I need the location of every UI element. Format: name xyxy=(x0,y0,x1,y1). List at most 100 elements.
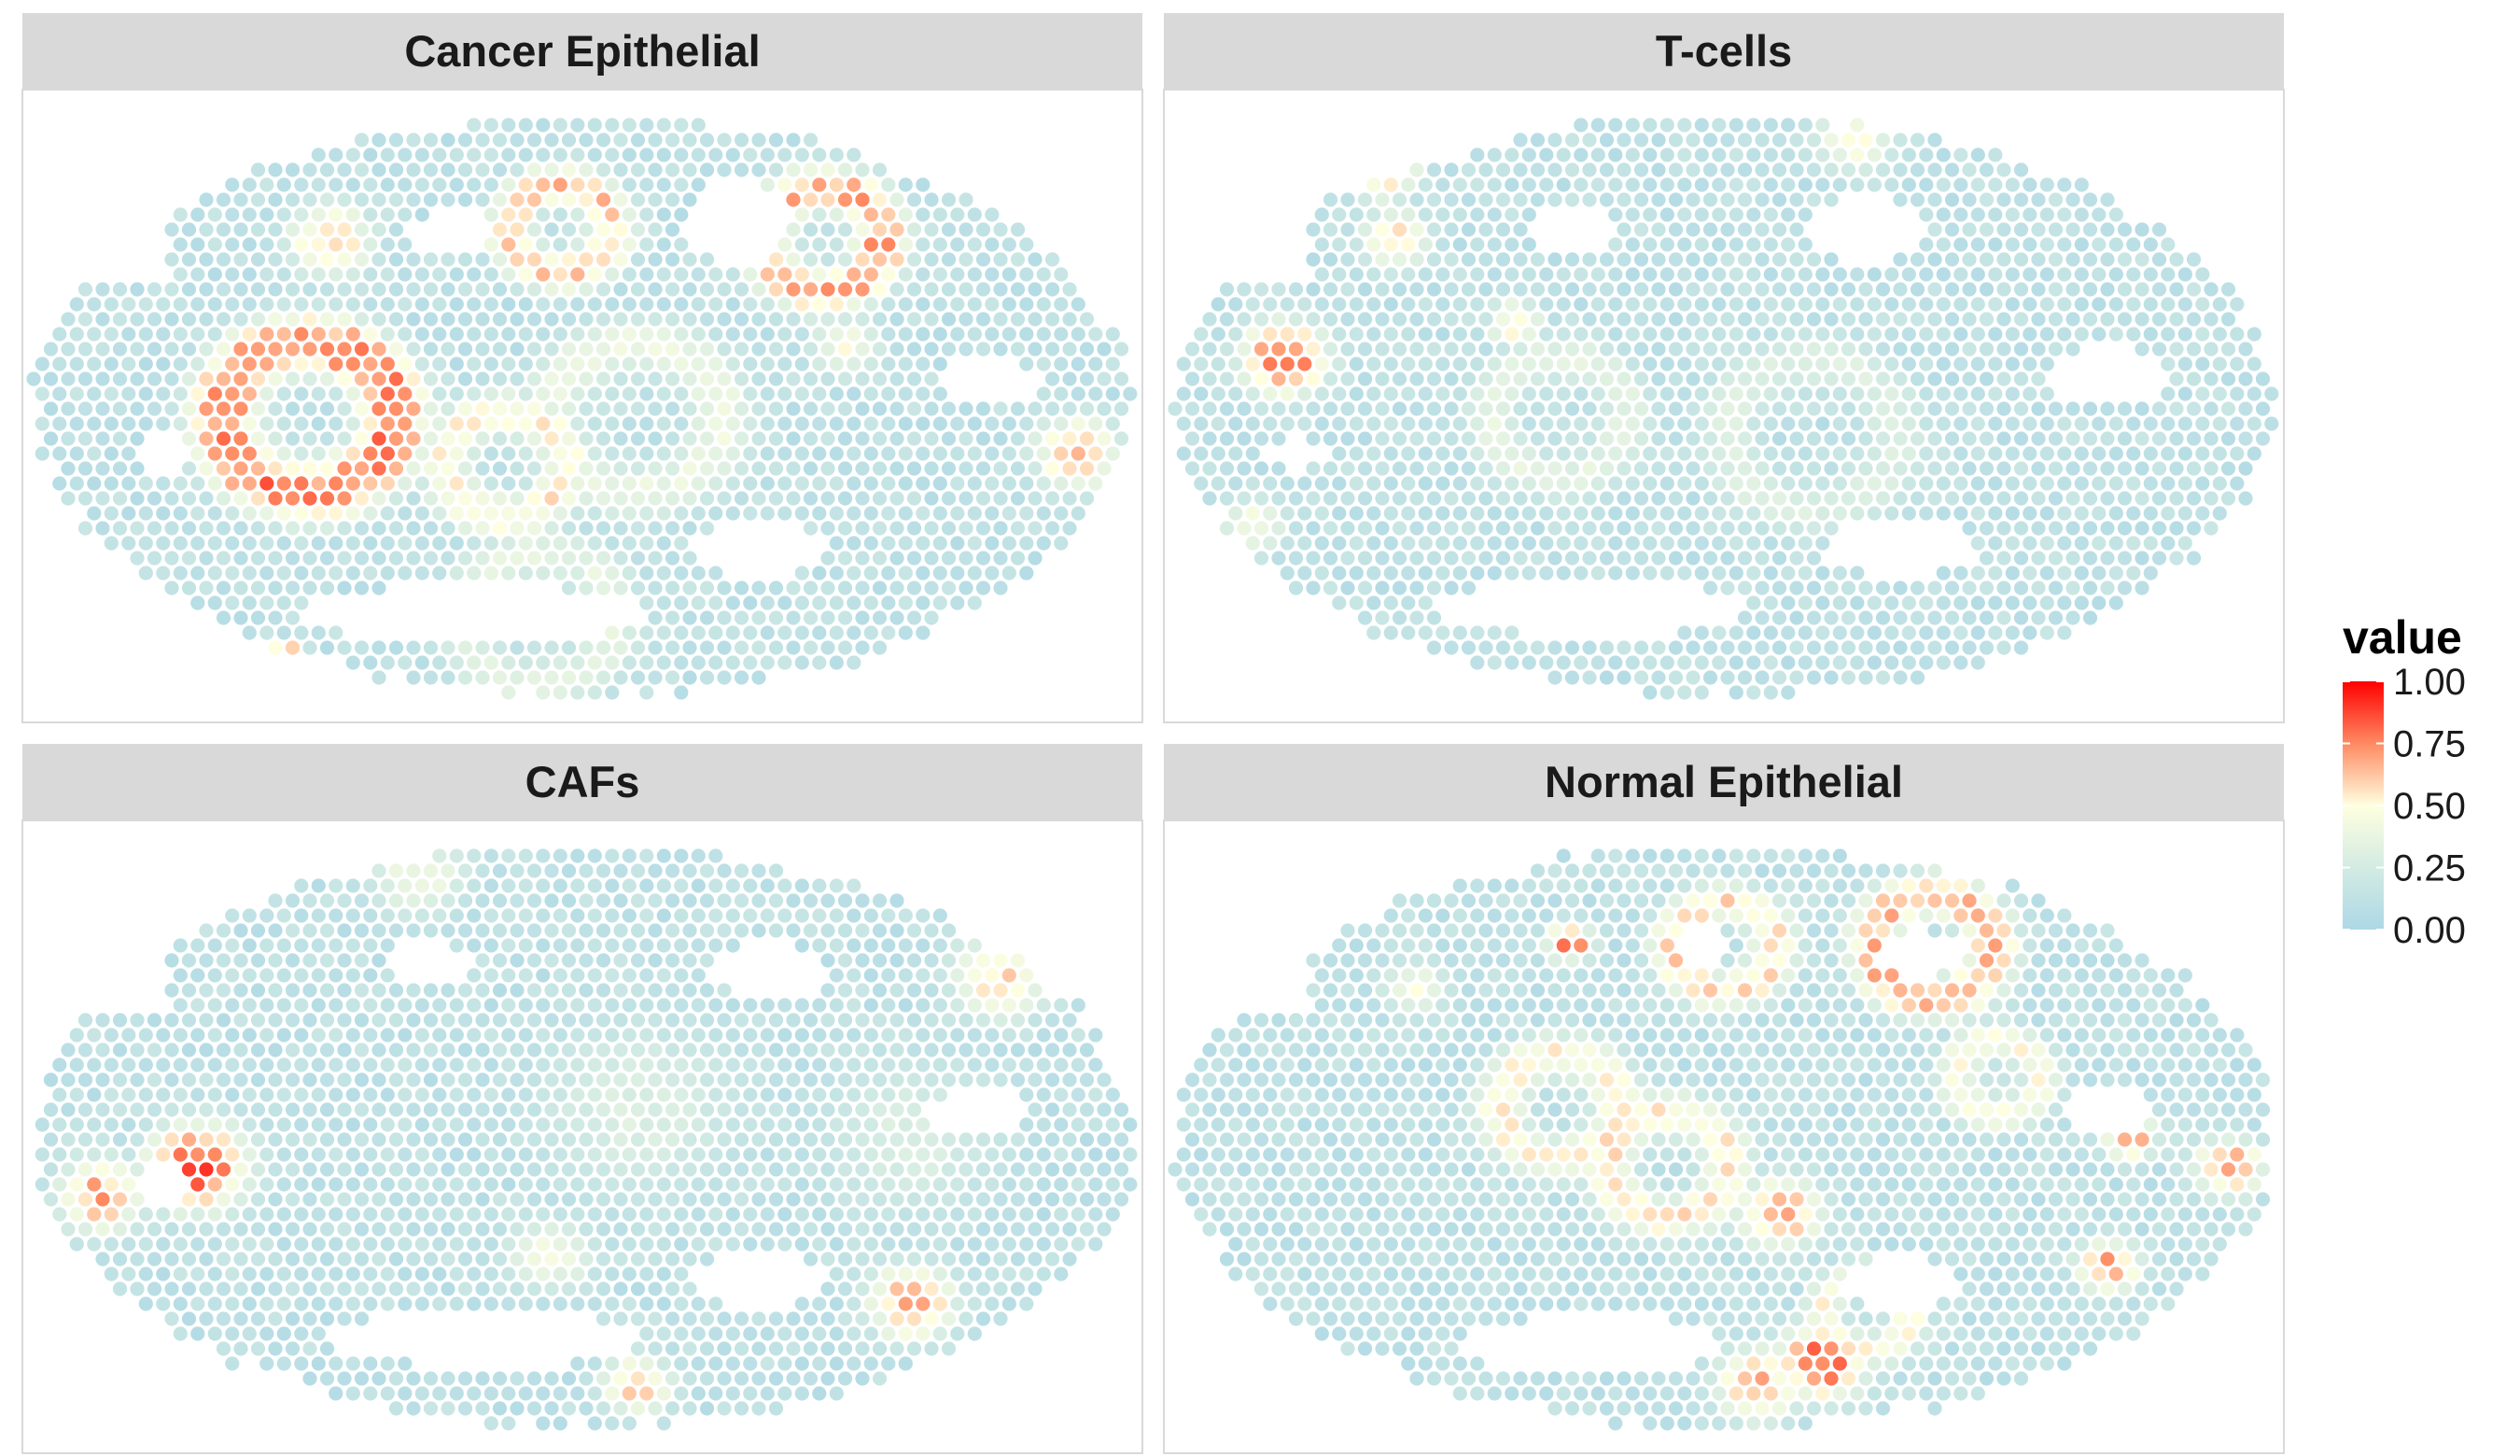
spot xyxy=(1478,222,1493,237)
spot xyxy=(329,938,343,953)
spot xyxy=(1470,147,1485,162)
spot xyxy=(518,147,533,162)
spot xyxy=(1893,670,1908,685)
spot xyxy=(725,416,740,431)
spot xyxy=(1088,386,1103,401)
spot xyxy=(457,461,473,476)
spot xyxy=(1893,581,1908,595)
spot xyxy=(1599,133,1615,147)
spot xyxy=(398,386,413,401)
spot xyxy=(302,222,317,237)
spot xyxy=(959,1192,973,1207)
spot xyxy=(216,192,231,207)
spot xyxy=(2013,491,2029,506)
spot xyxy=(1815,446,1830,461)
spot xyxy=(768,491,784,506)
spot xyxy=(2048,252,2064,267)
spot xyxy=(924,1162,939,1177)
spot xyxy=(1884,297,1899,312)
spot xyxy=(1019,357,1034,371)
spot xyxy=(510,521,525,536)
spot xyxy=(743,1028,758,1043)
spot xyxy=(872,491,888,506)
spot xyxy=(1088,1117,1103,1132)
spot xyxy=(207,416,222,431)
spot xyxy=(665,1162,680,1177)
spot xyxy=(794,237,809,252)
spot xyxy=(847,1028,861,1043)
spot xyxy=(1832,655,1847,670)
spot xyxy=(1712,297,1727,312)
spot xyxy=(751,863,766,878)
spot xyxy=(2177,327,2192,342)
spot xyxy=(1556,177,1571,192)
spot xyxy=(1495,640,1511,655)
spot xyxy=(682,312,697,327)
spot xyxy=(553,386,567,401)
spot xyxy=(1202,461,1217,476)
spot xyxy=(432,297,447,312)
spot xyxy=(1547,162,1562,177)
spot xyxy=(932,1087,947,1102)
spot xyxy=(276,1207,291,1222)
spot xyxy=(233,222,248,237)
spot-layer xyxy=(26,118,1138,700)
spot xyxy=(259,1087,274,1102)
spot xyxy=(1470,476,1485,491)
spot xyxy=(354,133,370,147)
spot xyxy=(544,1162,559,1177)
spot xyxy=(898,1117,913,1132)
spot xyxy=(388,1132,404,1147)
spot xyxy=(674,566,689,581)
spot xyxy=(1867,476,1882,491)
spot xyxy=(656,1087,671,1102)
spot xyxy=(855,162,870,177)
spot xyxy=(1651,133,1666,147)
spot xyxy=(1582,640,1597,655)
spot xyxy=(2135,521,2149,536)
spot xyxy=(345,267,360,282)
spot xyxy=(526,162,542,177)
spot xyxy=(1798,655,1813,670)
spot xyxy=(380,968,395,983)
spot xyxy=(311,908,326,923)
spot xyxy=(190,1117,205,1132)
spot xyxy=(691,968,706,983)
spot xyxy=(1789,551,1804,566)
spot xyxy=(622,1177,637,1192)
spot xyxy=(613,670,628,685)
spot xyxy=(1729,297,1743,312)
spot xyxy=(665,222,680,237)
spot xyxy=(622,1237,637,1252)
spot xyxy=(812,177,827,192)
spot xyxy=(1798,357,1813,371)
spot xyxy=(276,536,291,551)
spot xyxy=(872,1013,888,1028)
spot xyxy=(881,998,896,1013)
spot xyxy=(1271,342,1286,357)
spot xyxy=(639,595,654,610)
spot xyxy=(1893,491,1908,506)
spot xyxy=(898,297,913,312)
spot xyxy=(510,342,525,357)
spot xyxy=(1071,446,1085,461)
spot xyxy=(1547,252,1562,267)
spot xyxy=(1617,192,1631,207)
spot xyxy=(1737,581,1753,595)
spot xyxy=(337,1132,352,1147)
spot xyxy=(294,446,309,461)
spot xyxy=(743,1237,758,1252)
spot xyxy=(751,371,766,386)
spot xyxy=(622,1207,637,1222)
spot xyxy=(130,371,145,386)
spot xyxy=(639,938,654,953)
spot xyxy=(2151,491,2167,506)
spot xyxy=(518,297,533,312)
spot xyxy=(302,581,317,595)
spot xyxy=(829,1237,844,1252)
spot xyxy=(1996,312,2011,327)
spot xyxy=(975,521,991,536)
spot xyxy=(847,908,861,923)
spot xyxy=(380,446,395,461)
spot xyxy=(1028,551,1043,566)
